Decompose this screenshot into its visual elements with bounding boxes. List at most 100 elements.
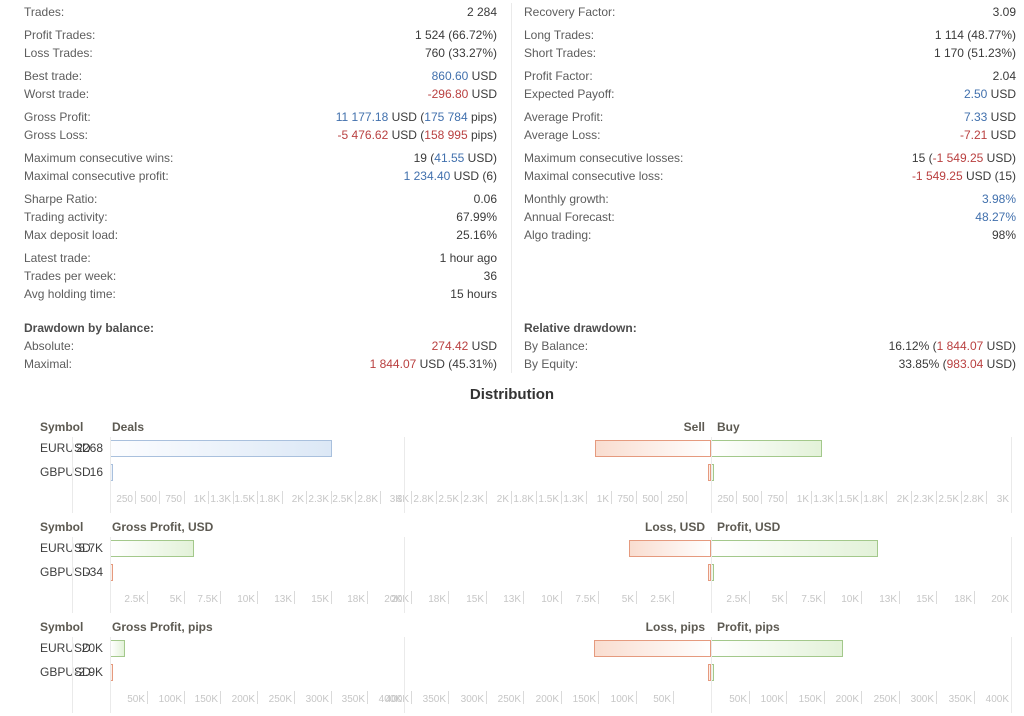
- stat-value: 1 170 (51.23%): [934, 44, 1016, 62]
- stat-value-segment: USD: [468, 69, 497, 83]
- axis-tick: [598, 691, 599, 704]
- stat-value: 760 (33.27%): [425, 44, 497, 62]
- stat-value: 98%: [992, 226, 1016, 244]
- axis-tick: [367, 591, 368, 604]
- axis-tick: [257, 691, 258, 704]
- stat-label: Maximum consecutive losses:: [524, 151, 684, 165]
- symbol-column-header: Symbol: [40, 620, 84, 634]
- stat-value-segment: 16.12% (: [888, 339, 937, 353]
- stat-value-segment: 2.04: [992, 69, 1016, 83]
- distribution-chart-deals: Symbol Deals Sell Buy EURUSD 2268 GBPUSD 16 250 5…: [0, 417, 1024, 513]
- stat-value-segment: 158 995: [424, 128, 468, 142]
- axis-tick-label: 1.5K: [234, 494, 255, 505]
- stat-label: Long Trades:: [524, 28, 595, 42]
- chart-title-sell: Sell: [683, 420, 705, 434]
- axis-tick: [306, 491, 307, 504]
- axis-tick: [761, 491, 762, 504]
- axis-tick-label: 10K: [237, 594, 255, 605]
- axis-tick-label: 50K: [653, 694, 671, 705]
- axis-tick-label: 200K: [231, 694, 255, 705]
- axis-tick-label: 2.8K: [413, 494, 434, 505]
- axis-tick: [294, 591, 295, 604]
- stat-label: Relative drawdown:: [524, 321, 637, 335]
- sell-bar: [708, 664, 711, 681]
- stat-label: Profit Trades:: [24, 28, 96, 42]
- stat-value: 15 hours: [450, 285, 497, 303]
- stat-row: Max deposit load: 25.16%: [24, 226, 497, 244]
- gridline: [404, 637, 405, 713]
- axis-tick-label: 2K: [291, 494, 304, 505]
- axis-tick-label: 13K: [879, 594, 897, 605]
- stat-value-segment: USD (15): [962, 169, 1016, 183]
- buy-bar: [711, 440, 822, 457]
- axis-tick-label: 1K: [796, 494, 809, 505]
- axis-tick: [367, 691, 368, 704]
- axis-tick-label: 350K: [948, 694, 972, 705]
- stat-value-segment: USD): [983, 151, 1016, 165]
- gridline: [404, 537, 405, 613]
- stat-value-segment: 41.55: [434, 151, 465, 165]
- axis-tick-label: 15K: [311, 594, 329, 605]
- sell-bar: [594, 640, 711, 657]
- chart-title-left: Gross Profit, USD: [112, 520, 214, 534]
- axis-tick-label: 500: [742, 494, 759, 505]
- symbol-label: EURUSD: [40, 541, 91, 555]
- gridline: [110, 537, 111, 613]
- stat-value-segment: 19 (: [413, 151, 435, 165]
- stat-group: [524, 249, 1016, 303]
- gridline: [1011, 637, 1012, 713]
- stat-value-segment: 15 (: [911, 151, 933, 165]
- axis-tick: [861, 491, 862, 504]
- axis-tick-label: 18K: [954, 594, 972, 605]
- axis-tick-label: 350K: [341, 694, 365, 705]
- stat-group: Monthly growth: 3.98% Annual Forecast: 48.2…: [524, 190, 1016, 244]
- distribution-title: Distribution: [469, 386, 555, 403]
- stat-label: Latest trade:: [24, 251, 91, 265]
- stat-group: Gross Profit: 11 177.18 USD (175 784 pips…: [24, 108, 497, 144]
- axis-tick-label: 750: [617, 494, 634, 505]
- gridline: [404, 437, 405, 513]
- axis-tick: [861, 591, 862, 604]
- axis-tick: [861, 691, 862, 704]
- gridline: [711, 637, 712, 713]
- stat-value-segment: 0.06: [473, 192, 497, 206]
- stat-row: Long Trades: 1 114 (48.77%): [524, 26, 1016, 44]
- axis-tick: [636, 691, 637, 704]
- axis-tick-label: 1K: [193, 494, 206, 505]
- axis-tick-label: 2.3K: [463, 494, 484, 505]
- value-label: 20K: [81, 641, 103, 655]
- stat-row: Maximum consecutive wins: 19 (41.55 USD): [24, 149, 497, 167]
- axis-tick: [208, 491, 209, 504]
- axis-tick: [411, 691, 412, 704]
- stat-value-segment: USD: [987, 128, 1016, 142]
- stat-value-segment: 860.60: [431, 69, 469, 83]
- axis-tick-label: 200K: [535, 694, 559, 705]
- axis-tick-label: 50K: [127, 694, 145, 705]
- axis-tick-label: 750: [165, 494, 182, 505]
- value-label: 16: [89, 465, 103, 479]
- stat-value: 19 (41.55 USD): [414, 149, 497, 167]
- stat-value-segment: 1 844.07: [936, 339, 984, 353]
- stat-value-segment: 1 844.07: [369, 357, 417, 371]
- stat-value: 1 844.07 USD (45.31%): [370, 355, 497, 373]
- stat-label: Recovery Factor:: [524, 5, 616, 19]
- stat-row: Monthly growth: 3.98%: [524, 190, 1016, 208]
- stat-value-segment: 15 hours: [450, 287, 497, 301]
- axis-tick-label: 7.5K: [801, 594, 822, 605]
- stat-value-segment: 1 114 (48.77%): [934, 28, 1016, 42]
- axis-tick: [673, 591, 674, 604]
- stat-value-segment: -296.80: [427, 87, 469, 101]
- stat-value-segment: 36: [483, 269, 497, 283]
- chart-row: EURUSD 2268: [0, 437, 1024, 461]
- stat-value-segment: USD): [983, 339, 1016, 353]
- stat-value-segment: 760 (33.27%): [424, 46, 497, 60]
- stat-label: By Equity:: [524, 357, 579, 371]
- stat-value: -7.21 USD: [960, 126, 1016, 144]
- stat-value: 1 234.40 USD (6): [404, 167, 497, 185]
- stat-value-segment: 175 784: [424, 110, 468, 124]
- stat-value-segment: 1 170 (51.23%): [933, 46, 1016, 60]
- axis-tick: [786, 691, 787, 704]
- axis-tick: [673, 691, 674, 704]
- axis-tick-label: 250: [717, 494, 734, 505]
